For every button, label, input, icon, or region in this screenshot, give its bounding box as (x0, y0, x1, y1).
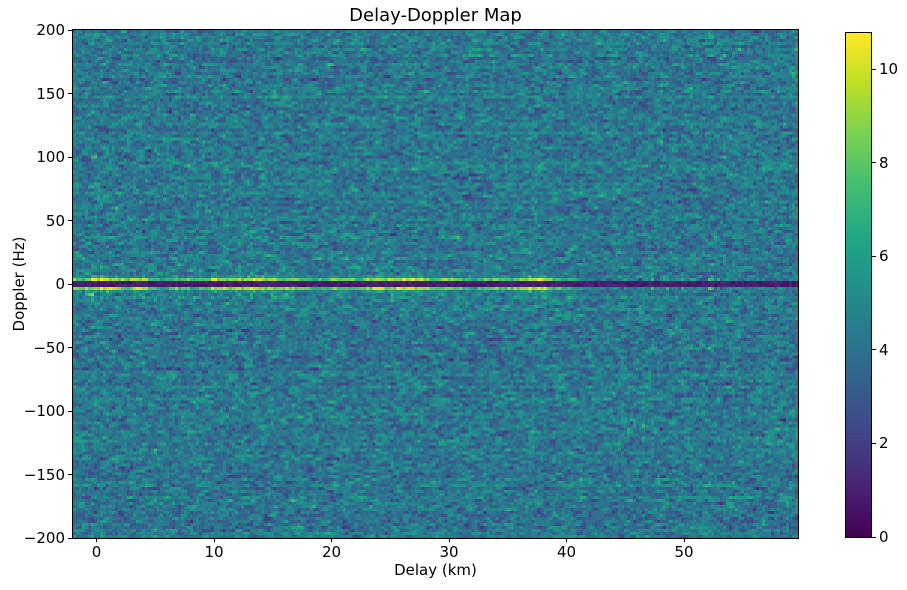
colorbar-tick-label: 4 (879, 340, 889, 359)
colorbar-tick-mark (872, 68, 876, 70)
y-tick-label: −100 (23, 402, 65, 420)
colorbar-tick-mark (872, 536, 876, 538)
y-tick-mark (68, 537, 72, 539)
colorbar-tick-mark (872, 349, 876, 351)
x-tick-mark (683, 538, 685, 542)
colorbar-tick-mark (872, 162, 876, 164)
heatmap-canvas (73, 30, 798, 538)
x-tick-label: 30 (439, 543, 459, 561)
y-tick-mark (68, 156, 72, 158)
y-tick-label: 100 (36, 148, 65, 166)
colorbar-tick-label: 10 (879, 60, 899, 79)
y-tick-label: −200 (23, 529, 65, 547)
y-tick-label: 0 (55, 275, 65, 293)
colorbar-tick-label: 0 (879, 528, 889, 546)
x-tick-label: 50 (674, 543, 694, 561)
colorbar-tick-label: 8 (879, 153, 889, 172)
x-tick-label: 10 (204, 543, 224, 561)
y-tick-mark (68, 474, 72, 475)
y-tick-label: −150 (23, 465, 65, 484)
colorbar (845, 32, 872, 538)
plot-area (72, 29, 799, 539)
x-tick-mark (448, 538, 450, 542)
y-tick-label: −50 (33, 338, 65, 357)
x-tick-label: 0 (91, 543, 102, 561)
colorbar-tick-mark (872, 442, 876, 444)
y-tick-mark (68, 410, 72, 412)
y-tick-label: 200 (36, 21, 65, 39)
x-tick-label: 40 (556, 543, 577, 561)
x-tick-mark (213, 538, 215, 542)
x-axis-label: Delay (km) (394, 561, 477, 579)
colorbar-tick-label: 6 (879, 247, 889, 266)
chart-title: Delay-Doppler Map (349, 5, 522, 26)
y-tick-mark (68, 29, 72, 31)
colorbar-gradient (846, 33, 871, 537)
y-tick-label: 150 (36, 84, 65, 103)
y-tick-mark (68, 220, 72, 221)
x-tick-mark (331, 538, 332, 542)
colorbar-tick-label: 2 (879, 434, 889, 453)
y-tick-label: 50 (45, 211, 65, 230)
y-tick-mark (68, 93, 72, 94)
x-tick-mark (566, 538, 568, 542)
y-tick-mark (68, 283, 72, 285)
x-tick-label: 20 (321, 543, 342, 561)
colorbar-tick-mark (872, 255, 876, 257)
y-tick-mark (68, 347, 72, 348)
x-tick-mark (96, 538, 97, 542)
